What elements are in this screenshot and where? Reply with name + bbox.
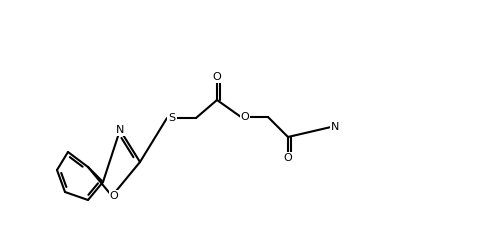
Text: O: O: [110, 191, 118, 201]
Text: O: O: [213, 72, 221, 82]
Text: O: O: [240, 112, 250, 122]
Text: N: N: [116, 125, 124, 135]
Text: S: S: [169, 113, 176, 123]
Text: N: N: [331, 122, 339, 132]
Text: O: O: [284, 153, 292, 163]
